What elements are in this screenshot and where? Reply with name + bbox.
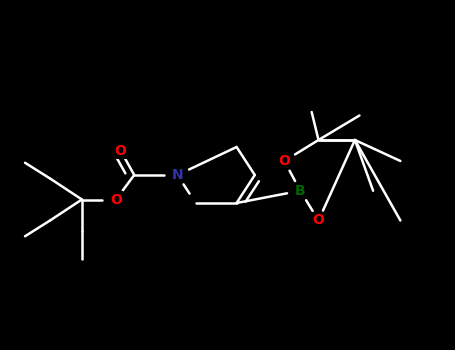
- Text: O: O: [278, 154, 290, 168]
- Text: B: B: [295, 184, 306, 198]
- Text: O: O: [313, 214, 324, 228]
- Text: N: N: [172, 168, 183, 182]
- Text: O: O: [115, 144, 126, 158]
- Text: O: O: [110, 193, 122, 206]
